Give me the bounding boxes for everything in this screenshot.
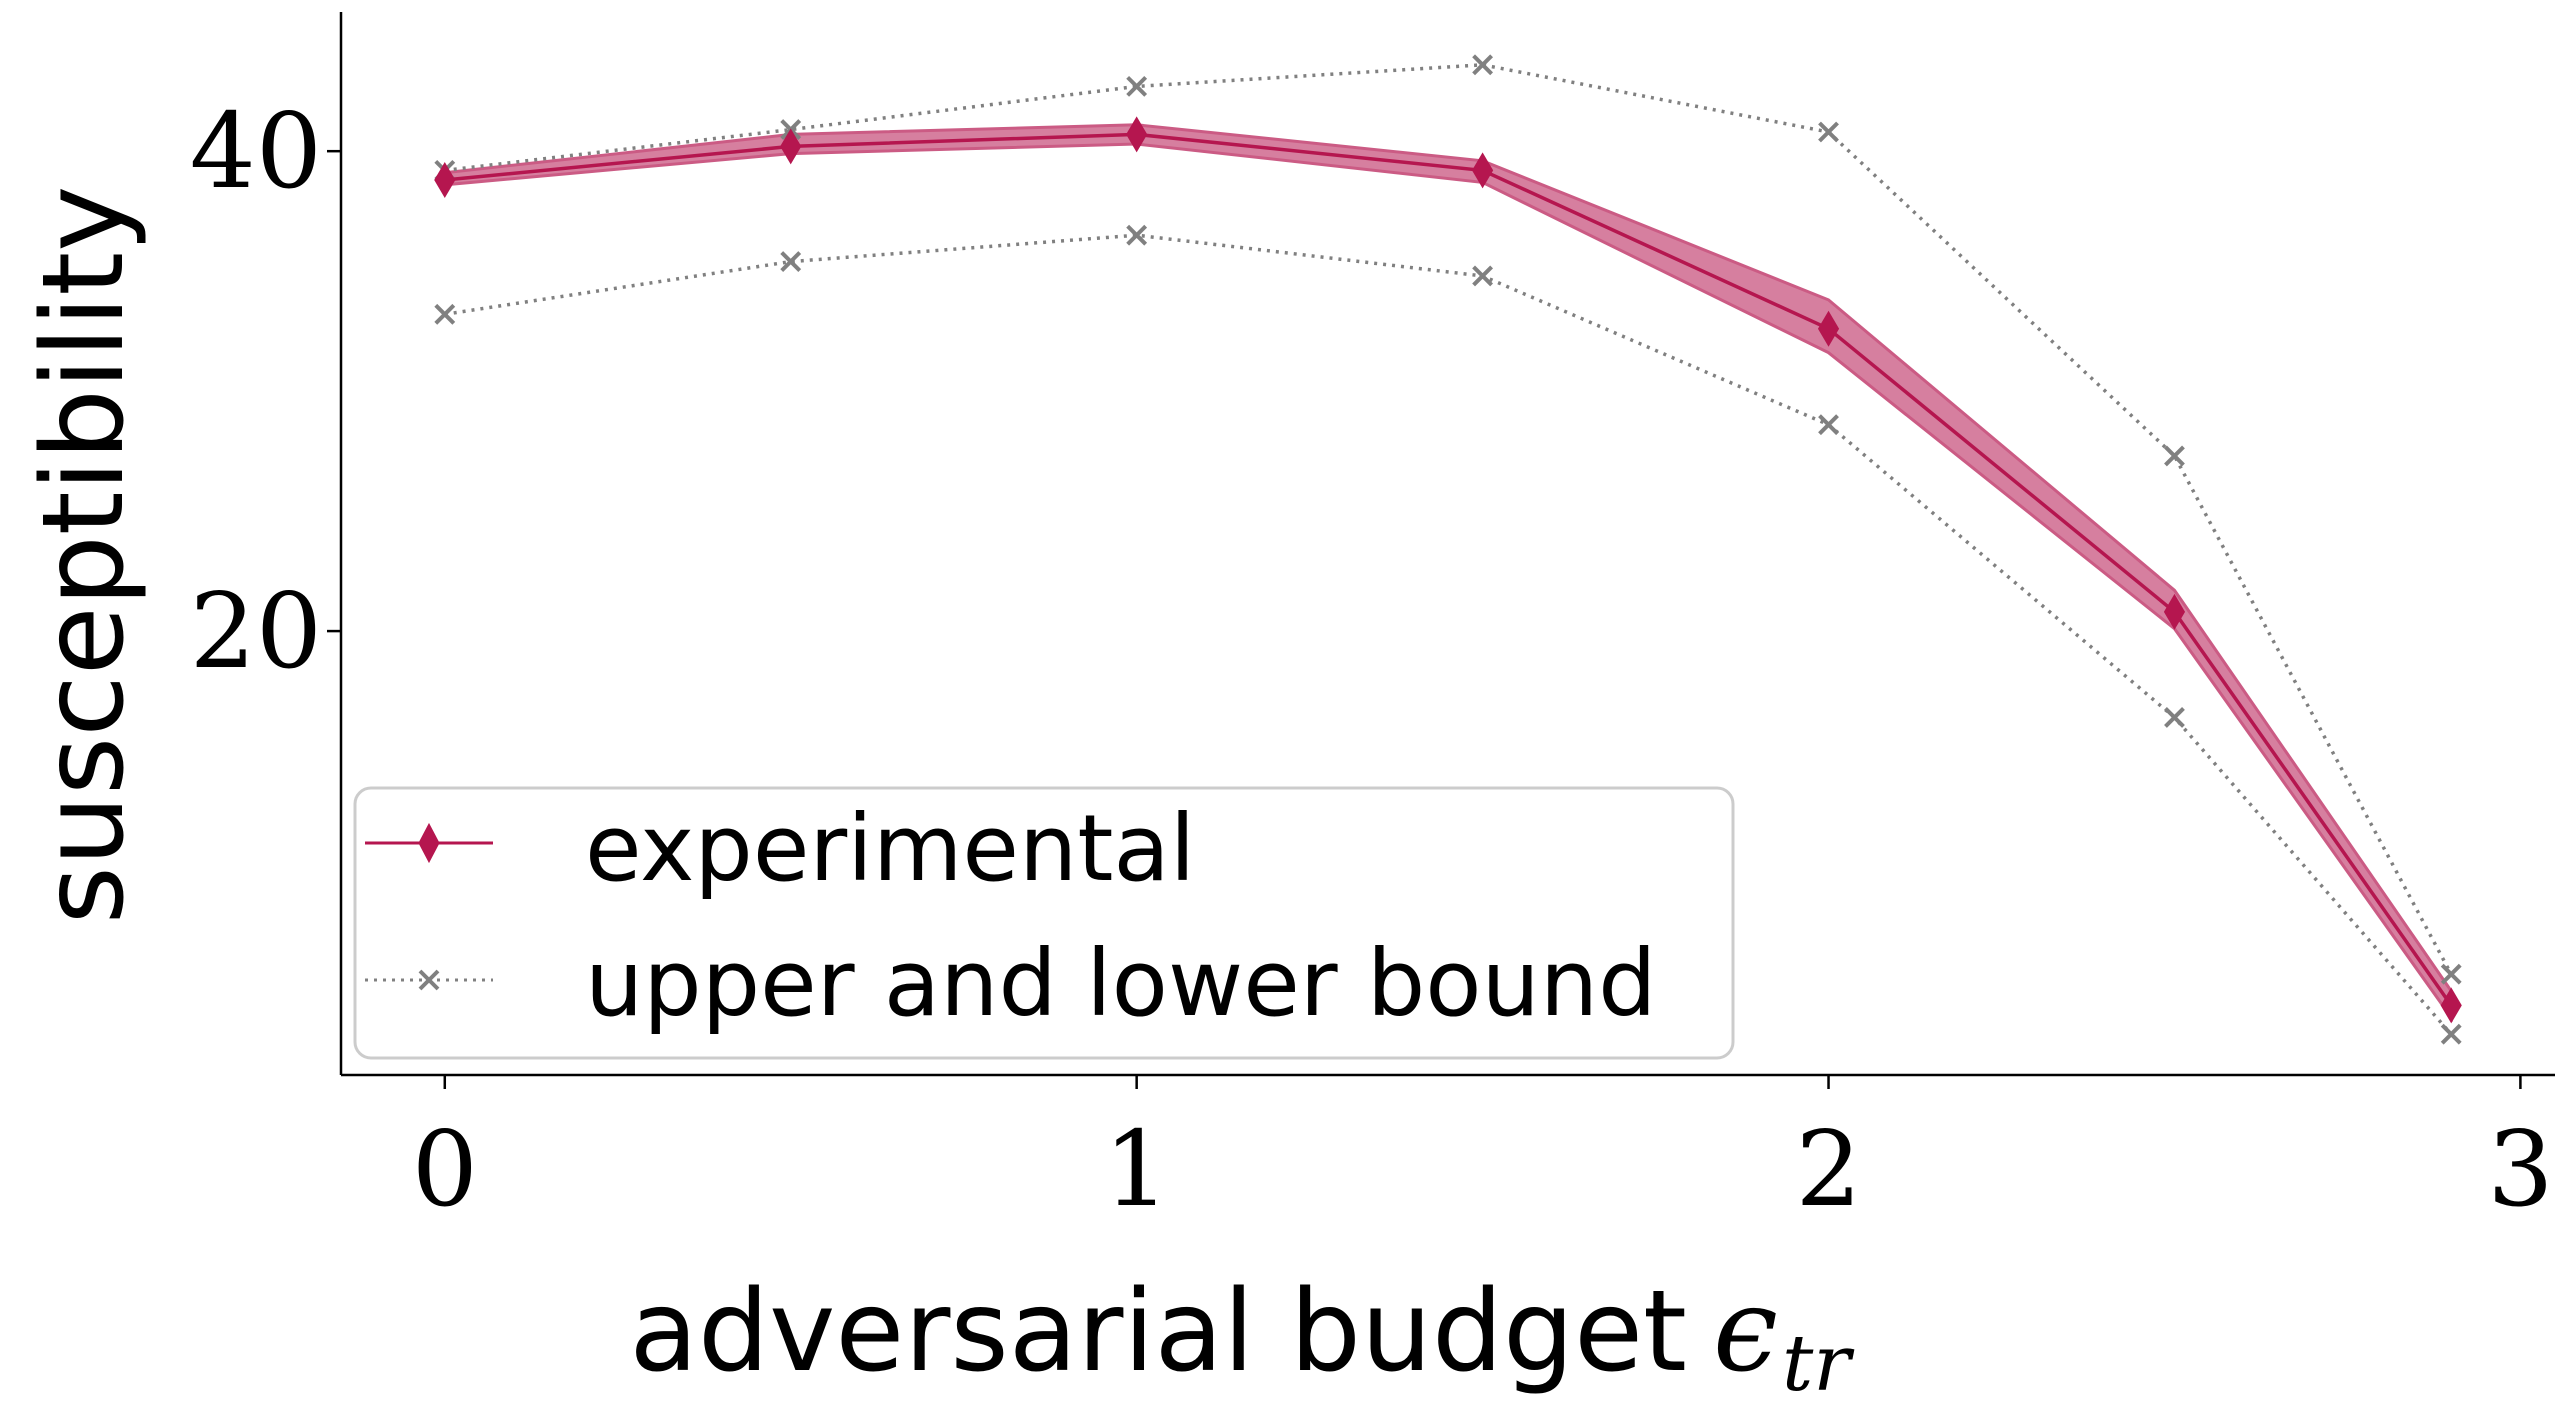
x-tick-label: 3 xyxy=(2487,1108,2553,1230)
legend-label-bounds: upper and lower bound xyxy=(585,930,1657,1037)
x-axis-title-text: adversarial budget xyxy=(629,1267,1687,1397)
legend-label-experimental: experimental xyxy=(585,795,1195,902)
x-axis-title: adversarial budget ϵ tr xyxy=(629,1263,1855,1404)
experimental-series-layer xyxy=(434,116,2462,1024)
legend: experimental upper and lower bound xyxy=(353,786,1735,1060)
y-tick-label: 40 xyxy=(190,90,322,212)
upper-bound-point xyxy=(1126,75,1148,97)
x-axis-title-subscript: tr xyxy=(1782,1319,1855,1404)
upper-bound-point xyxy=(2164,445,2185,467)
axes-layer xyxy=(339,12,2555,1077)
experimental-point xyxy=(780,128,802,165)
bound-lines-layer xyxy=(434,54,2462,1045)
legend-key-bounds xyxy=(365,969,493,991)
experimental-point xyxy=(1817,310,1840,347)
x-tick-label: 0 xyxy=(412,1108,478,1230)
lower-bound-point xyxy=(2440,1023,2462,1045)
legend-box xyxy=(353,786,1735,1060)
x-tick-label: 1 xyxy=(1104,1108,1170,1230)
upper-bound-point xyxy=(1472,54,1494,76)
y-tick-label: 20 xyxy=(190,570,322,692)
lower-bound-point xyxy=(1126,224,1148,246)
experimental-point xyxy=(1126,116,1148,153)
y-axis-title: susceptibility xyxy=(19,186,149,925)
x-axis-title-symbol: ϵ xyxy=(1713,1263,1778,1398)
legend-diamond-marker xyxy=(418,822,440,864)
lower-bound-point xyxy=(434,303,456,325)
experimental-point xyxy=(434,161,456,198)
experimental-point xyxy=(2163,593,2186,630)
upper-bound-point xyxy=(1818,121,1839,143)
lower-bound-point xyxy=(1472,265,1494,287)
lower-bound-point xyxy=(780,251,802,272)
experimental-point xyxy=(2440,987,2462,1024)
experimental-point xyxy=(1472,152,1494,189)
tick-layer: 0 1 2 3 20 40 xyxy=(190,90,2554,1230)
legend-key-experimental xyxy=(365,822,493,864)
upper-bound-point xyxy=(2440,963,2462,985)
lower-bound-point xyxy=(2164,707,2185,728)
x-tick-label: 2 xyxy=(1795,1108,1861,1230)
legend-x-marker xyxy=(418,969,440,991)
lower-bound-point xyxy=(1818,414,1839,436)
